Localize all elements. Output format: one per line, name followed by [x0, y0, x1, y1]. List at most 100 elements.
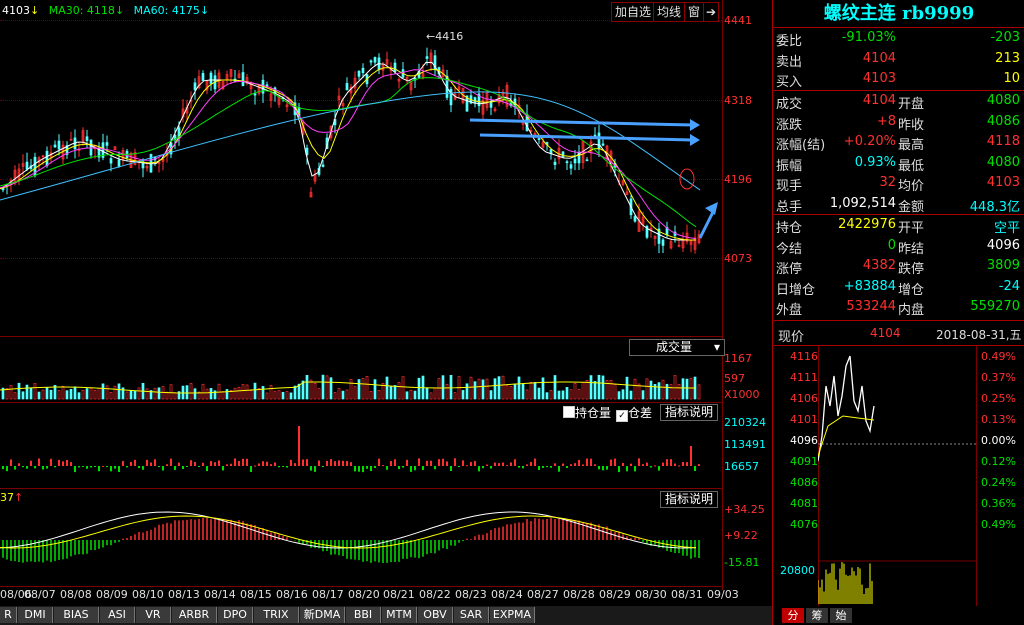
volume-bar: [113, 385, 117, 400]
indicator-tab[interactable]: 新DMA: [300, 607, 345, 623]
candle-body: [201, 73, 205, 81]
oi-axis-label: 210324: [724, 416, 766, 429]
macd-help-button[interactable]: 指标说明: [660, 491, 719, 508]
indicator-tab[interactable]: BBI: [346, 607, 381, 623]
tab-start[interactable]: 始: [830, 608, 852, 623]
add-favorite-button[interactable]: 加自选: [611, 2, 656, 22]
volume-selector[interactable]: 成交量 ▾: [629, 339, 725, 356]
date-label: 08/31: [671, 588, 703, 601]
candle-body: [677, 244, 681, 247]
volume-bar: [329, 377, 333, 400]
candle-body: [353, 77, 357, 89]
oi-diff-bar: [362, 466, 364, 473]
candle-body: [501, 91, 505, 96]
volume-bar: [217, 383, 221, 400]
quote-value: 10: [1003, 71, 1020, 86]
candle-body: [689, 240, 693, 245]
indicator-tab[interactable]: OBV: [418, 607, 453, 623]
candle-body: [341, 103, 345, 107]
volume-bar: [229, 390, 233, 400]
volume-bar: [397, 382, 401, 400]
ma-button[interactable]: 均线: [653, 2, 686, 22]
tab-time-share[interactable]: 分: [782, 608, 804, 623]
price-axis-label: 4441: [724, 14, 752, 27]
oi-diff-bar: [378, 458, 380, 466]
oi-diff-bar: [690, 446, 692, 466]
quote-value: -91.03%: [841, 30, 896, 45]
volume-bar: [493, 378, 497, 400]
oi-diff-bar: [26, 466, 28, 469]
volume-bar: [253, 382, 257, 400]
mini-pct-axis-label: 0.49%: [981, 350, 1016, 363]
candle-body: [145, 165, 149, 169]
oi-diff-bar: [290, 459, 292, 466]
grid-line: [0, 258, 722, 259]
indicator-tab[interactable]: TRIX: [254, 607, 299, 623]
indicator-tab[interactable]: VR: [136, 607, 171, 623]
indicator-tab[interactable]: DMI: [18, 607, 53, 623]
candle-body: [477, 93, 481, 107]
oi-help-button[interactable]: 指标说明: [660, 404, 719, 421]
volume-bar: [465, 383, 469, 400]
quote-value: 3809: [986, 258, 1020, 273]
volume-bar: [677, 384, 681, 400]
volume-bar: [245, 384, 249, 400]
oi-diff-bar: [454, 458, 456, 466]
volume-bar: [601, 375, 605, 400]
date-label: 08/16: [276, 588, 308, 601]
oi-diff-bar: [530, 461, 532, 466]
candle-body: [345, 83, 349, 91]
indicator-tab[interactable]: R: [0, 607, 17, 623]
peak-value: 4416: [435, 30, 464, 43]
volume-bar: [301, 380, 305, 400]
indicator-tab[interactable]: DPO: [218, 607, 253, 623]
volume-axis-label: 1167: [724, 352, 752, 365]
oi-diff-bar: [150, 462, 152, 466]
oi-diff-bar: [642, 464, 644, 466]
quote-row: 今结 0 昨结 4096: [776, 236, 1022, 257]
price-chart-svg: [0, 47, 718, 563]
checkbox-checked-icon[interactable]: ✓: [616, 410, 628, 422]
exit-icon[interactable]: ➔: [703, 2, 720, 22]
panel-divider: [0, 402, 722, 403]
oi-axis-label: 16657: [724, 460, 759, 473]
oi-checkbox-holding[interactable]: 持仓量: [563, 404, 611, 421]
date-label: 08/20: [348, 588, 380, 601]
window-button[interactable]: 窗: [684, 2, 705, 22]
indicator-tab[interactable]: MTM: [382, 607, 417, 623]
macd-axis-label: +9.22: [724, 529, 758, 542]
volume-bar: [177, 391, 181, 400]
candle-body: [109, 158, 113, 164]
quote-value: 0.93%: [854, 154, 896, 170]
oi-diff-bar: [518, 466, 520, 468]
oi-diff-bar: [254, 465, 256, 467]
volume-bar: [201, 383, 205, 400]
oi-diff-bar: [510, 462, 512, 466]
volume-bar: [593, 380, 597, 400]
oi-diff-bar: [638, 458, 640, 466]
kline-chart-area[interactable]: 4103↓ MA30: 4118↓ MA60: 4175↓ 加自选 均线 窗 ➔…: [0, 0, 773, 625]
oi-checkbox-diff[interactable]: ✓ 仓差: [616, 404, 652, 422]
indicator-tab[interactable]: EXPMA: [490, 607, 535, 623]
mini-volume-label: 20800: [780, 564, 815, 577]
indicator-tab[interactable]: BIAS: [54, 607, 99, 623]
mini-price-axis-label: 4101: [790, 413, 818, 426]
oi-diff-bar: [46, 466, 48, 469]
indicator-tab[interactable]: SAR: [454, 607, 489, 623]
volume-bar: [89, 387, 93, 400]
indicator-tab[interactable]: ASI: [100, 607, 135, 623]
volume-bar: [193, 388, 197, 400]
quote-label: 开盘: [898, 97, 925, 112]
checkbox-icon[interactable]: [563, 406, 575, 418]
oi-diff-bar: [634, 466, 636, 472]
date-label: 08/14: [204, 588, 236, 601]
volume-bar: [233, 387, 237, 400]
oi-axis-label: 113491: [724, 438, 766, 451]
volume-bar: [509, 386, 513, 400]
tab-chips[interactable]: 筹: [806, 608, 828, 623]
volume-bar: [505, 385, 509, 400]
volume-bar: [481, 379, 485, 400]
volume-bar: [513, 383, 517, 400]
volume-bar: [697, 384, 701, 400]
indicator-tab[interactable]: ARBR: [172, 607, 217, 623]
